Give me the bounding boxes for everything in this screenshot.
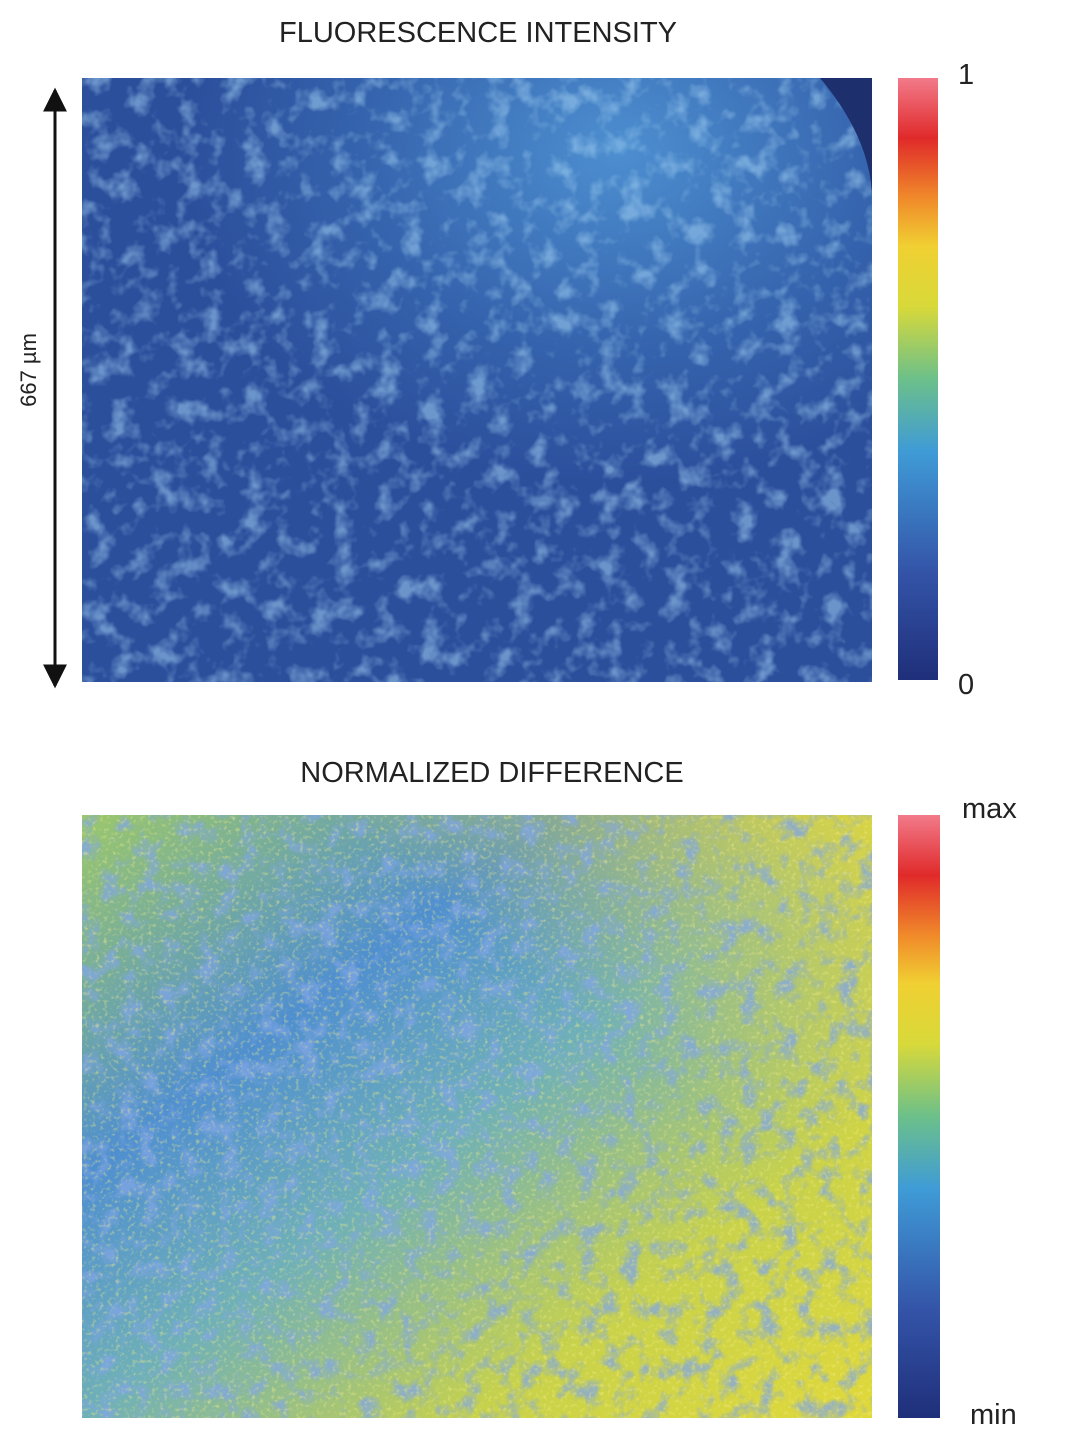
colorbar-min-label: 0 — [958, 669, 974, 701]
colorbar-min-label: min — [970, 1399, 1017, 1426]
panel-title: NORMALIZED DIFFERENCE — [300, 757, 683, 789]
panel-title: FLUORESCENCE INTENSITY — [279, 17, 677, 49]
colorbar — [898, 78, 938, 680]
image-texture — [82, 78, 872, 682]
colorbar — [898, 815, 940, 1418]
colorbar-max-label: 1 — [958, 59, 974, 91]
image-edge — [820, 78, 872, 200]
image-specks — [82, 815, 872, 1418]
colorbar-max-label: max — [962, 793, 1017, 825]
scale-label: 667 µm — [16, 333, 41, 407]
